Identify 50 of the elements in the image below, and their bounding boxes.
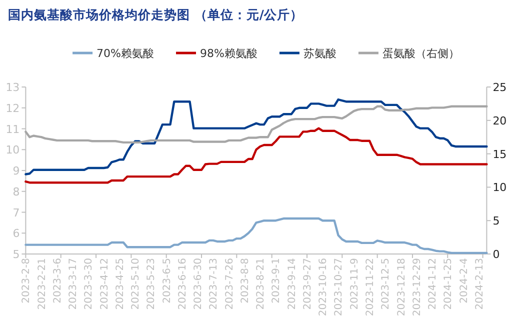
x-tick-label: 2023-6-16 (177, 258, 188, 310)
x-tick-label: 2023-2-21 (36, 258, 48, 310)
x-tick-label: 2024-1-25 (443, 258, 454, 310)
x-tick-label: 2023-7-13 (208, 258, 220, 310)
x-tick-label: 2023-12-18 (396, 258, 408, 316)
y-tick-label: 10 (6, 144, 20, 157)
x-tick-label: 2023-11-9 (349, 258, 360, 310)
y2-tick-label: 15 (492, 148, 507, 161)
x-tick-label: 2023-3-17 (68, 258, 80, 310)
x-tick-label: 2023-3-30 (84, 258, 95, 310)
x-tick-label: 2023-4-12 (99, 258, 110, 310)
x-tick-label: 2023-5-10 (130, 258, 142, 310)
x-tick-label: 2024-2-4 (458, 258, 470, 304)
chart-title: 国内氨基酸市场价格均价走势图 （单位：元/公斤） (8, 7, 303, 22)
x-tick-label: 2024-2-13 (474, 258, 486, 310)
y-tick-label: 6 (12, 227, 20, 240)
y-tick-label: 7 (12, 206, 20, 220)
x-tick-label: 2023-8-21 (256, 258, 267, 310)
x-tick-label: 2023-5-23 (146, 258, 158, 310)
x-tick-label: 2023-8-8 (240, 258, 251, 304)
y2-tick-label: 20 (492, 114, 507, 128)
legend-label: 98%赖氨酸 (200, 47, 258, 60)
y2-tick-label: 0 (492, 248, 500, 261)
x-tick-label: 2023-6-5 (162, 258, 173, 304)
x-tick-label: 2023-6-30 (193, 258, 204, 310)
y-tick-label: 13 (6, 81, 20, 94)
y-tick-label: 8 (12, 185, 20, 198)
legend-label: 70%赖氨酸 (96, 47, 154, 60)
x-tick-label: 2023-12-5 (380, 258, 392, 310)
y2-tick-label: 10 (492, 181, 507, 194)
legend-label: 苏氨酸 (303, 47, 336, 60)
x-tick-label: 2023-9-1 (271, 258, 282, 304)
x-tick-label: 2023-7-26 (224, 258, 236, 310)
y-tick-label: 5 (12, 248, 20, 261)
y-tick-label: 11 (6, 122, 20, 136)
x-tick-label: 2023-10-16 (318, 258, 330, 316)
y2-tick-label: 25 (492, 81, 507, 94)
x-tick-label: 2023-2-8 (21, 258, 32, 304)
y2-tick-label: 5 (492, 214, 500, 228)
x-tick-label: 2023-12-29 (412, 258, 423, 316)
x-tick-label: 2024-1-12 (428, 258, 439, 310)
x-tick-label: 2023-10-27 (334, 258, 345, 316)
y-tick-label: 9 (12, 164, 20, 178)
x-tick-label: 2023-4-25 (114, 258, 126, 310)
x-tick-label: 2023-9-27 (302, 258, 314, 310)
x-tick-label: 2023-11-22 (364, 258, 376, 316)
x-tick-label: 2023-3-6 (52, 258, 64, 304)
legend-label: 蛋氨酸（右侧） (382, 47, 460, 60)
y-tick-label: 12 (6, 102, 20, 115)
x-tick-label: 2023-9-14 (286, 258, 298, 310)
